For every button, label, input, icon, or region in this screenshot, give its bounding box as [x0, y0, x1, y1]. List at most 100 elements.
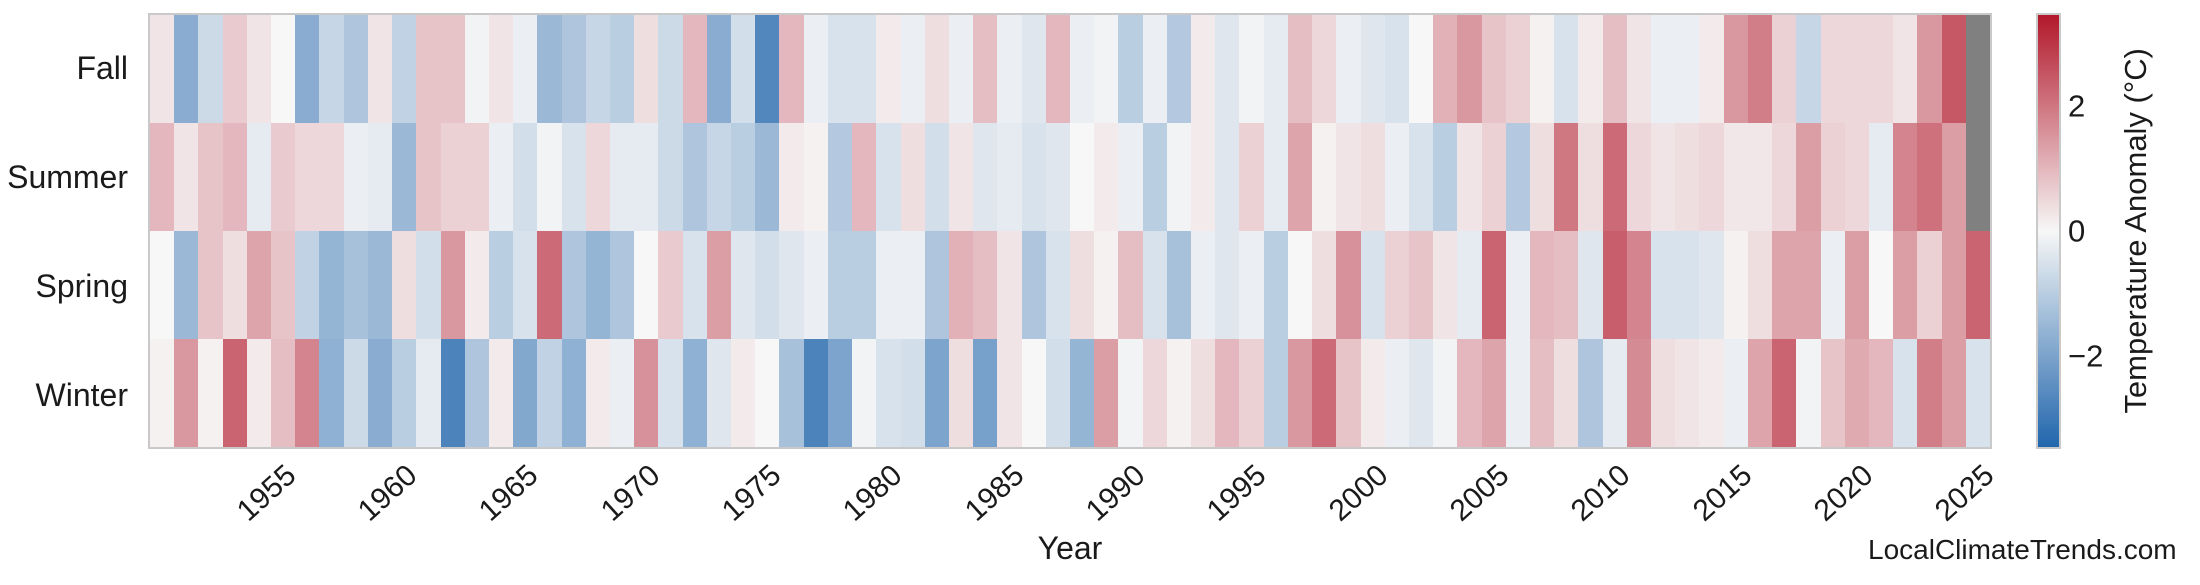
heatmap-cell: [1772, 15, 1797, 123]
x-tick-label: 1995: [1201, 458, 1273, 528]
heatmap-cell: [150, 231, 175, 339]
heatmap-cell: [464, 123, 489, 231]
heatmap-cell: [513, 123, 538, 231]
heatmap-cell: [392, 15, 417, 123]
heatmap-cell: [1917, 339, 1942, 447]
heatmap-cell: [1263, 123, 1288, 231]
heatmap-cell: [924, 231, 949, 339]
heatmap-cell: [1191, 339, 1216, 447]
heatmap-cell: [1941, 123, 1966, 231]
x-tick-label: 1965: [473, 458, 545, 528]
heatmap-cell: [1529, 123, 1555, 231]
colorbar-tick-label: −2: [2068, 338, 2104, 374]
heatmap-cell: [1941, 15, 1966, 123]
heatmap-cell: [1675, 339, 1700, 447]
heatmap-cell: [609, 123, 635, 231]
heatmap-cell: [1408, 339, 1434, 447]
heatmap-cell: [150, 123, 175, 231]
heatmap-cell: [367, 231, 393, 339]
heatmap-cell: [1820, 15, 1845, 123]
heatmap-cell: [731, 123, 756, 231]
heatmap-cell: [174, 15, 199, 123]
heatmap-cell: [852, 339, 877, 447]
heatmap-cell: [1820, 339, 1845, 447]
heatmap-cell: [464, 339, 489, 447]
heatmap-cell: [852, 123, 877, 231]
heatmap-cell: [1651, 123, 1676, 231]
heatmap-cell: [1723, 123, 1748, 231]
heatmap-cell: [585, 231, 610, 339]
heatmap-cell: [706, 123, 732, 231]
heatmap-cell: [1481, 231, 1506, 339]
heatmap-cell: [900, 339, 925, 447]
heatmap-cell: [755, 15, 780, 123]
colorbar-tick-label: 0: [2068, 213, 2086, 249]
heatmap-cell: [174, 231, 199, 339]
heatmap-cell: [1820, 231, 1845, 339]
heatmap-cell: [658, 15, 683, 123]
heatmap-cell: [1045, 339, 1070, 447]
heatmap-cell: [222, 339, 247, 447]
heatmap-cell: [1408, 123, 1434, 231]
heatmap-cell: [1554, 123, 1579, 231]
heatmap-cell: [198, 123, 223, 231]
heatmap-cell: [1069, 123, 1095, 231]
heatmap-cell: [464, 231, 489, 339]
heatmap-cell: [198, 339, 223, 447]
heatmap-cell: [1602, 231, 1627, 339]
watermark: LocalClimateTrends.com: [1868, 534, 2177, 565]
heatmap-cell: [537, 15, 562, 123]
heatmap-cell: [561, 231, 586, 339]
heatmap-cell: [1578, 231, 1603, 339]
heatmap-cell: [1675, 123, 1700, 231]
heatmap-cell: [295, 339, 320, 447]
heatmap-cell: [585, 15, 610, 123]
heatmap-cell: [1747, 339, 1773, 447]
heatmap-cell: [1384, 15, 1409, 123]
heatmap-cell: [1723, 15, 1748, 123]
heatmap-cell: [1844, 339, 1869, 447]
heatmap-cell: [1263, 339, 1288, 447]
heatmap-cell: [948, 123, 974, 231]
heatmap-cell: [731, 231, 756, 339]
heatmap-cell: [1626, 15, 1652, 123]
heatmap-cell: [488, 15, 514, 123]
heatmap-cell: [1796, 15, 1821, 123]
heatmap-cell: [1481, 15, 1506, 123]
heatmap-cell: [343, 123, 368, 231]
y-tick-label: Fall: [76, 49, 128, 86]
heatmap-plot: [148, 13, 1992, 449]
x-tick-label: 1980: [837, 458, 909, 528]
heatmap-cell: [973, 123, 998, 231]
y-tick-label: Summer: [7, 158, 128, 195]
heatmap-cell: [997, 231, 1022, 339]
heatmap-cell: [1118, 231, 1143, 339]
heatmap-cell: [1917, 15, 1942, 123]
heatmap-cell: [1820, 123, 1845, 231]
heatmap-cell: [948, 231, 974, 339]
x-tick-label: 2010: [1564, 458, 1637, 528]
heatmap-cell: [440, 15, 465, 123]
heatmap-cell: [1142, 231, 1167, 339]
heatmap-cell: [1457, 339, 1482, 447]
heatmap-cell: [1917, 123, 1942, 231]
heatmap-cell: [609, 15, 635, 123]
heatmap-cell: [876, 231, 901, 339]
y-tick-label: Spring: [35, 267, 129, 304]
heatmap-cell: [1021, 123, 1046, 231]
heatmap-cell: [1433, 15, 1458, 123]
heatmap-cell: [1965, 231, 1990, 339]
heatmap-cell: [1433, 339, 1458, 447]
heatmap-cell: [1312, 231, 1337, 339]
heatmap-cell: [585, 339, 610, 447]
heatmap-cell: [634, 339, 659, 447]
heatmap-cell: [1433, 231, 1458, 339]
colorbar: [2036, 13, 2061, 449]
x-tick-label: 1975: [715, 458, 788, 528]
heatmap-cell: [1893, 339, 1918, 447]
heatmap-cell: [973, 339, 998, 447]
heatmap-cell: [1457, 15, 1482, 123]
heatmap-cell: [1166, 339, 1192, 447]
colorbar-tick-label: 2: [2068, 88, 2086, 124]
